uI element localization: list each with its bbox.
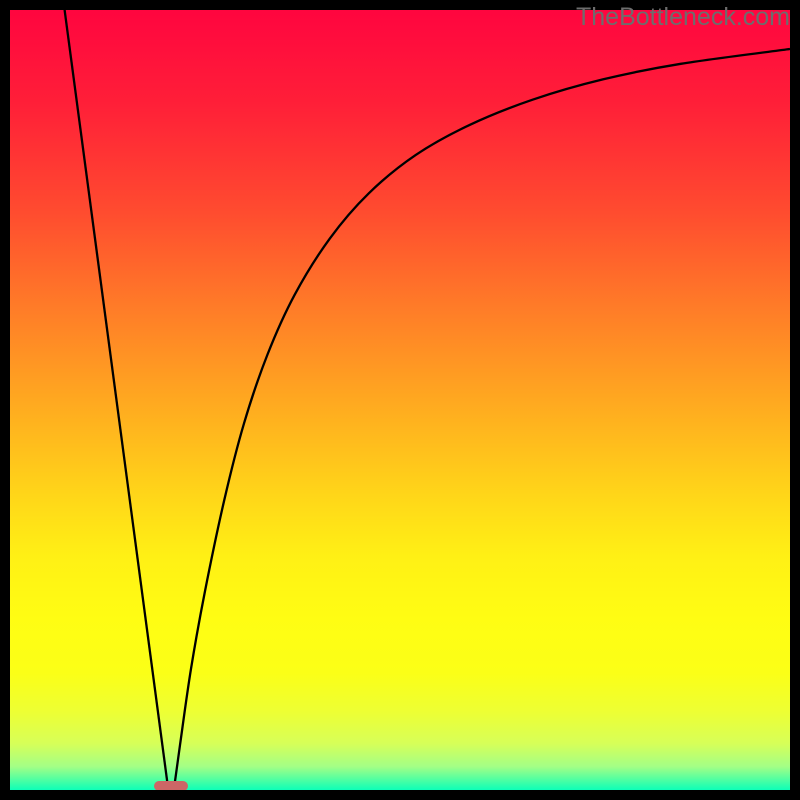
curve-left-segment — [65, 10, 169, 790]
minimum-marker — [154, 781, 188, 790]
chart-container: TheBottleneck.com — [0, 0, 800, 800]
plot-area — [10, 10, 790, 790]
watermark-text: TheBottleneck.com — [576, 3, 790, 32]
curve-layer — [10, 10, 790, 790]
curve-right-segment — [174, 49, 790, 790]
